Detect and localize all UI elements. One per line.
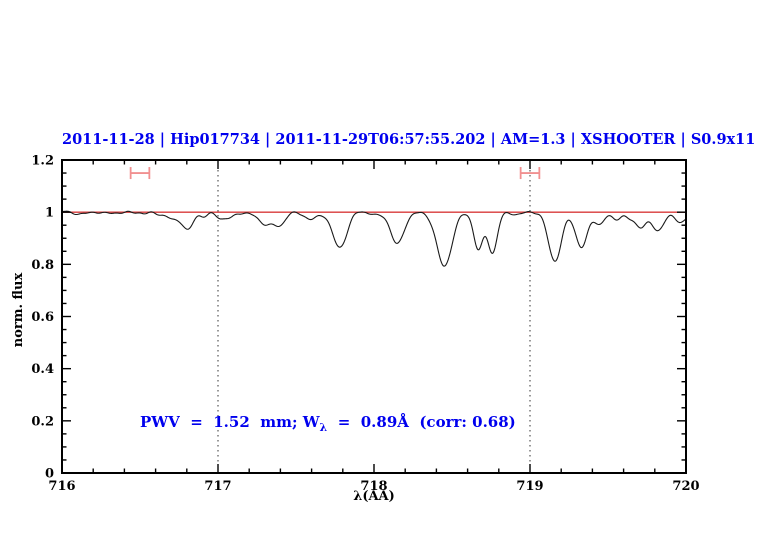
x-tick-label: 720: [672, 479, 699, 494]
x-tick-label: 718: [360, 479, 387, 494]
y-tick-label: 0.4: [31, 362, 54, 377]
spectrum-line: [61, 210, 687, 267]
pwv-annotation: PWV = 1.52 mm; Wλ = 0.89Å (corr: 0.68): [140, 413, 516, 434]
y-tick-label: 1.2: [31, 154, 54, 169]
pwv-annotation-part1: PWV = 1.52 mm; W: [140, 413, 320, 431]
y-tick-label: 0.8: [31, 258, 54, 273]
x-axis-label: λ(AA): [353, 489, 395, 504]
pwv-annotation-part2: = 0.89Å (corr: 0.68): [327, 413, 516, 431]
y-tick-label: 0: [45, 467, 54, 482]
y-tick-label: 0.2: [31, 414, 54, 429]
x-tick-label: 716: [48, 479, 75, 494]
y-axis-label: norm. flux: [11, 272, 26, 348]
y-tick-label: 1: [45, 206, 54, 221]
x-tick-label: 717: [204, 479, 231, 494]
x-tick-label: 719: [516, 479, 543, 494]
y-tick-label: 0.6: [31, 310, 54, 325]
pwv-annotation-lambda-subscript: λ: [319, 421, 328, 434]
